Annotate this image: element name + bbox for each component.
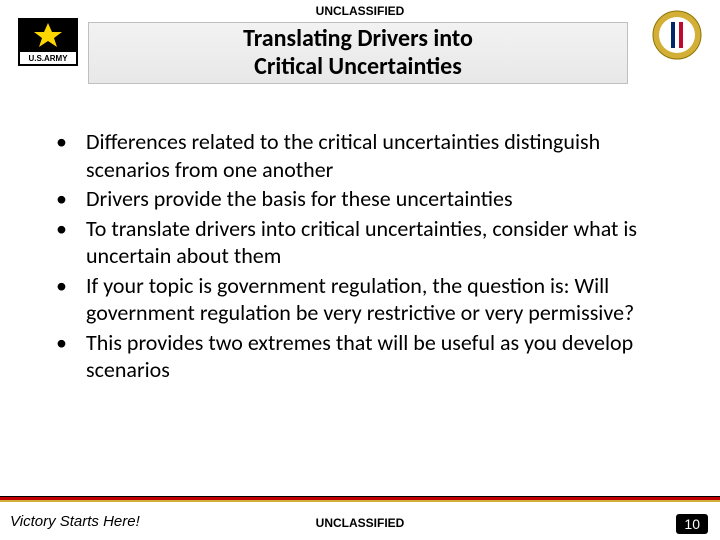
unit-crest-icon [652, 10, 702, 60]
title-line-1: Translating Drivers into [243, 25, 473, 53]
svg-text:U.S.ARMY: U.S.ARMY [28, 54, 68, 63]
page-number: 10 [676, 514, 708, 534]
bullet-list: Differences related to the critical unce… [42, 128, 662, 386]
classification-top: UNCLASSIFIED [0, 4, 720, 18]
bullet-item: Differences related to the critical unce… [42, 128, 662, 183]
bullet-item: If your topic is government regulation, … [42, 272, 662, 327]
bullet-item: This provides two extremes that will be … [42, 329, 662, 384]
footer-divider [0, 496, 720, 502]
title-line-2: Critical Uncertainties [254, 53, 462, 81]
classification-bottom: UNCLASSIFIED [0, 516, 720, 530]
bullet-item: To translate drivers into critical uncer… [42, 215, 662, 270]
slide-title: Translating Drivers into Critical Uncert… [88, 22, 628, 84]
army-logo: U.S.ARMY [18, 18, 78, 66]
bullet-item: Drivers provide the basis for these unce… [42, 185, 662, 213]
